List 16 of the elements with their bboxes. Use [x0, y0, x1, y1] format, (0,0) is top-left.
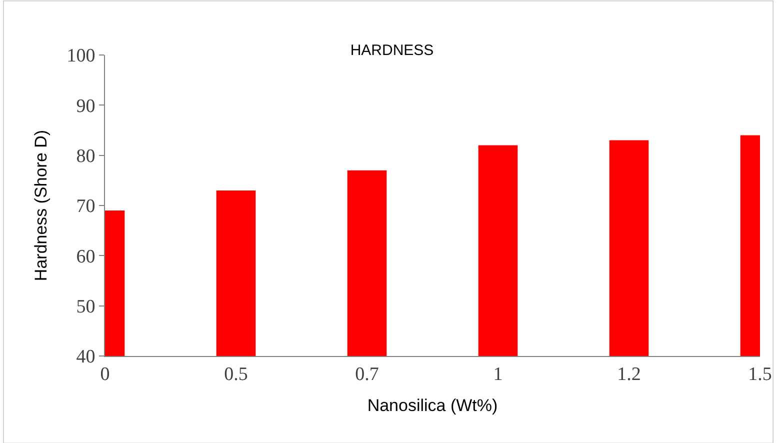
y-tick-label: 50 — [76, 296, 96, 318]
y-tick-label: 80 — [76, 146, 96, 167]
y-tick-label: 100 — [66, 46, 96, 67]
x-axis-title: Nanosilica (Wt%) — [367, 396, 498, 416]
x-tick-label: 1 — [493, 364, 503, 385]
x-tick-label: 1.5 — [748, 364, 772, 385]
y-tick-label: 40 — [76, 346, 96, 368]
y-tick-label: 60 — [76, 246, 96, 268]
x-tick-label: 0 — [100, 364, 110, 385]
chart-title: HARDNESS — [350, 42, 434, 59]
x-tick-label: 0.7 — [355, 364, 379, 385]
y-axis-title: Hardness (Shore D) — [31, 130, 50, 282]
x-tick-label: 1.2 — [617, 364, 641, 385]
y-tick-label: 70 — [76, 196, 96, 218]
x-tick-label: 0.5 — [224, 364, 248, 385]
y-tick-label: 90 — [76, 96, 96, 117]
